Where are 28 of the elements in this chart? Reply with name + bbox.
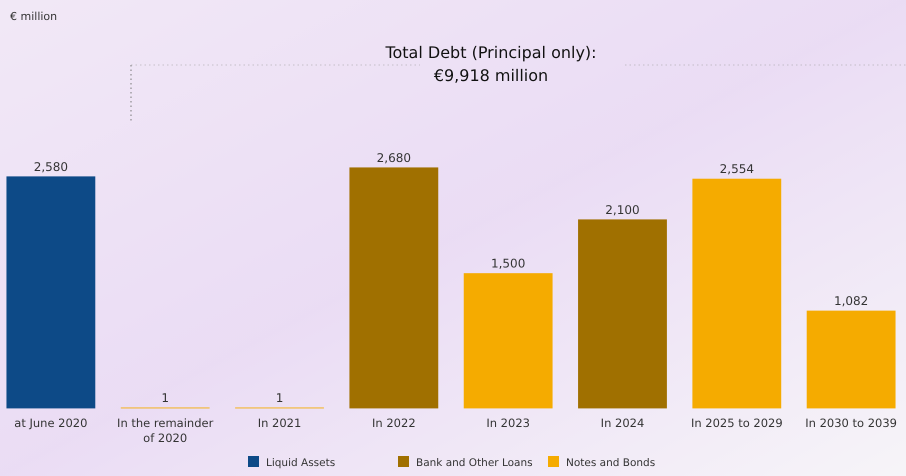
bar bbox=[578, 219, 667, 408]
x-tick-label: In 2023 bbox=[486, 416, 530, 430]
x-tick-label: In 2024 bbox=[600, 416, 644, 430]
bar bbox=[6, 176, 96, 408]
data-label: 2,680 bbox=[376, 150, 412, 165]
data-label: 1,500 bbox=[490, 256, 526, 271]
x-tick-label: at June 2020 bbox=[14, 416, 88, 430]
data-label: 1 bbox=[276, 390, 284, 405]
x-tick-label: In the remainder of 2020 bbox=[117, 416, 214, 445]
data-label: 2,580 bbox=[34, 160, 68, 174]
data-label: 1 bbox=[161, 390, 170, 405]
text: € million bbox=[10, 10, 58, 23]
bar bbox=[806, 310, 896, 408]
data-label: 2,100 bbox=[605, 202, 640, 217]
legend-label: Notes and Bonds bbox=[566, 457, 656, 469]
x-tick-label: In 2025 to 2029 bbox=[690, 416, 783, 430]
chart-title: Total Debt (Principal only): bbox=[384, 43, 597, 62]
x-tick-label: In 2030 to 2039 bbox=[805, 416, 897, 430]
bar bbox=[692, 178, 782, 408]
x-tick-label: In 2022 bbox=[372, 416, 416, 430]
bar bbox=[349, 167, 438, 408]
x-tick-label: In 2021 bbox=[258, 416, 302, 430]
data-label: 2,554 bbox=[720, 162, 754, 176]
data-label: 1,082 bbox=[834, 294, 868, 308]
legend-label: Bank and Other Loans bbox=[416, 457, 533, 469]
chart-subtitle: €9,918 million bbox=[434, 66, 548, 85]
bar bbox=[464, 273, 553, 408]
legend-label: Liquid Assets bbox=[266, 457, 336, 469]
